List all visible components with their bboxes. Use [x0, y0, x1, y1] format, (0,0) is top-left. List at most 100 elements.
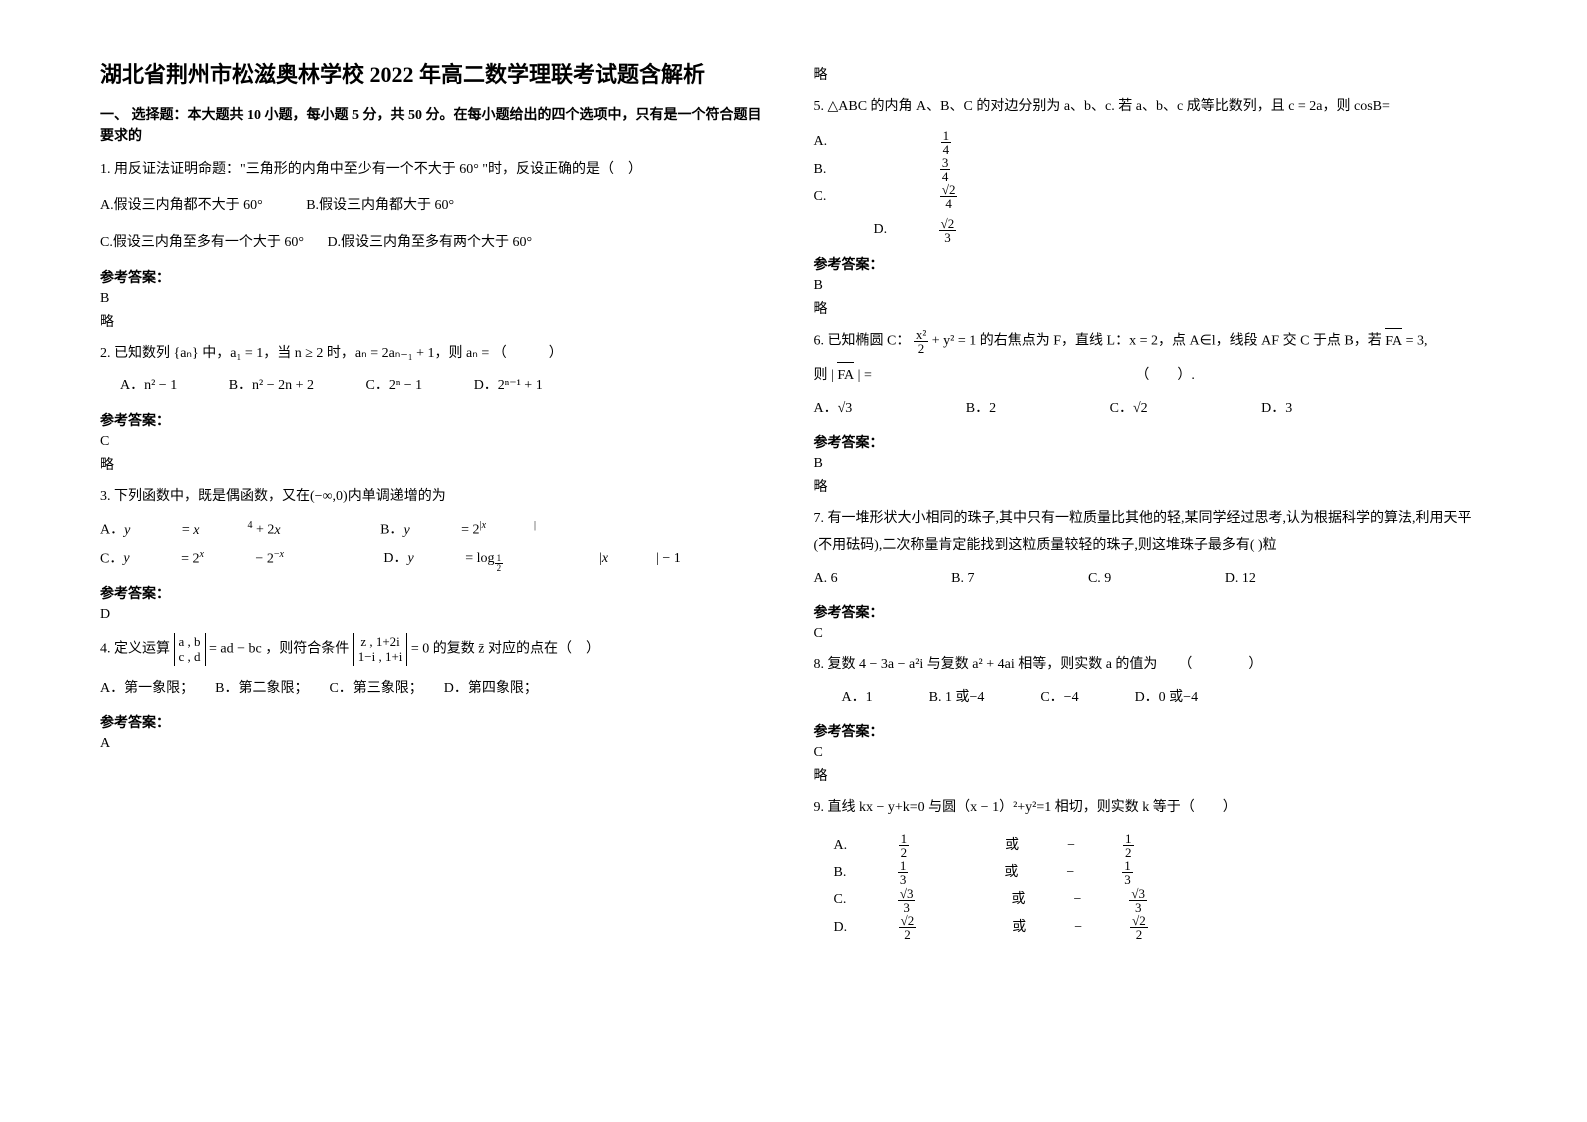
q9-c2n: √3 — [1129, 887, 1147, 901]
q5-d-num: √2 — [939, 217, 957, 231]
q9-d1n: √2 — [899, 914, 917, 928]
q4-det2-r1: z , 1+2i — [360, 634, 399, 649]
q8-answer: C — [814, 745, 1488, 761]
q7-opt-a: A. 6 — [814, 566, 838, 593]
q6-paren: （ ）. — [1135, 368, 1195, 383]
q5-c-den: 4 — [940, 197, 958, 210]
question-9: 9. 直线 kx − y+k=0 与圆（x − 1）²+y²=1 相切，则实数 … — [814, 795, 1488, 941]
q8-brief: 略 — [814, 765, 1488, 785]
q7-answer: C — [814, 626, 1488, 642]
q3-opt-a: A．y = x4 + 2x — [100, 516, 329, 544]
q3-opt-d: D．y = log12|x| − 1 — [383, 546, 680, 573]
question-1: 1. 用反证法证明命题："三角形的内角中至少有一个不大于 60° "时，反设正确… — [100, 157, 774, 257]
q6-opts: A．√3 B．2 C．√2 D．3 — [814, 396, 1488, 423]
q1-answer: B — [100, 291, 774, 307]
question-4: 4. 定义运算 a , b c , d = ad − bc ，则符合条件 z ,… — [100, 633, 774, 702]
q5-opt-b: B. 34 — [814, 156, 1171, 183]
q5-opts-row1: A. 14 B. 34 C. √24 — [814, 129, 1488, 211]
q4-mid3: = 0 — [411, 642, 429, 657]
q9-b1d: 3 — [898, 873, 909, 886]
q8-opts: A．1 B. 1 或−4 C．−4 D．0 或−4 — [814, 685, 1488, 712]
q5-a-num: 1 — [941, 129, 952, 143]
q4-det1-r1: a , b — [179, 634, 201, 649]
q2-brief: 略 — [100, 454, 774, 474]
q5-a-label: A. — [814, 129, 828, 156]
q7-stem: 7. 有一堆形状大小相同的珠子,其中只有一粒质量比其他的轻,某同学经过思考,认为… — [814, 506, 1488, 559]
q9-c-or: 或 — [1011, 887, 1025, 914]
q6-then: 则 | — [814, 368, 834, 383]
q4-opts: A．第一象限； B．第二象限； C．第三象限； D．第四象限； — [100, 676, 774, 703]
q9-opt-b: B. 13或−13 — [834, 859, 1229, 886]
q6-brief: 略 — [814, 476, 1488, 496]
left-column: 湖北省荆州市松滋奥林学校 2022 年高二数学理联考试题含解析 一、 选择题：本… — [80, 60, 794, 1062]
q9-b2n: 1 — [1122, 859, 1133, 873]
q9-c1n: √3 — [898, 887, 916, 901]
right-column: 略 5. △ABC 的内角 A、B、C 的对边分别为 a、b、c. 若 a、b、… — [794, 60, 1508, 1062]
q6-mid2: 的右焦点为 F，直线 L：x = 2，点 A∈l，线段 AF 交 C 于点 B，… — [980, 334, 1382, 349]
q5-stem: 5. △ABC 的内角 A、B、C 的对边分别为 a、b、c. 若 a、b、c … — [814, 94, 1488, 121]
q9-a2n: 1 — [1123, 832, 1134, 846]
q1-opt-b: B.假设三内角都大于 60° — [306, 198, 454, 213]
exam-title: 湖北省荆州市松滋奥林学校 2022 年高二数学理联考试题含解析 — [100, 60, 774, 91]
question-5: 5. △ABC 的内角 A、B、C 的对边分别为 a、b、c. 若 a、b、c … — [814, 94, 1488, 244]
q1-stem: 1. 用反证法证明命题："三角形的内角中至少有一个不大于 60° "时，反设正确… — [100, 157, 774, 184]
q6-pre: 6. 已知椭圆 C： — [814, 334, 911, 349]
q9-b-or: 或 — [1004, 860, 1018, 887]
q9-b-neg: − — [1066, 860, 1074, 887]
q9-b1n: 1 — [898, 859, 909, 873]
q7-answer-label: 参考答案： — [814, 602, 1488, 622]
q6-mid1: + y² = 1 — [932, 334, 977, 349]
q6-opt-a: A．√3 — [814, 396, 853, 423]
q7-opt-b: B. 7 — [951, 566, 974, 593]
q9-d-or: 或 — [1012, 915, 1026, 942]
q6-mid3: = 3, — [1406, 334, 1428, 349]
q2-opts: A．n² − 1 B．n² − 2n + 2 C．2ⁿ − 1 D．2ⁿ⁻¹ +… — [120, 373, 774, 400]
q4-mid1: = ad − bc — [209, 642, 262, 657]
q6-opt-b: B．2 — [966, 396, 996, 423]
q2-answer-label: 参考答案： — [100, 410, 774, 430]
q8-answer-label: 参考答案： — [814, 721, 1488, 741]
q4-pre: 4. 定义运算 — [100, 642, 170, 657]
q9-d-neg: − — [1074, 915, 1082, 942]
q9-c-neg: − — [1073, 887, 1081, 914]
q4-answer: A — [100, 736, 774, 752]
q9-a2d: 2 — [1123, 846, 1134, 859]
question-8: 8. 复数 4 − 3a − a²i 与复数 a² + 4ai 相等，则实数 a… — [814, 652, 1488, 711]
q7-opt-c: C. 9 — [1088, 566, 1111, 593]
q9-d1d: 2 — [899, 928, 917, 941]
q9-b-label: B. — [834, 860, 847, 887]
q1-opt-a: A.假设三内角都不大于 60° — [100, 198, 263, 213]
q5-d-label: D. — [874, 217, 888, 244]
q3-opt-c: C．y = 2x − 2−x — [100, 545, 332, 573]
q4-det1: a , b c , d — [174, 633, 206, 666]
q1-row1: A.假设三内角都不大于 60° B.假设三内角都大于 60° — [100, 193, 774, 220]
q5-brief: 略 — [814, 298, 1488, 318]
q9-a1n: 1 — [899, 832, 910, 846]
q4-brief: 略 — [814, 64, 1488, 84]
question-7: 7. 有一堆形状大小相同的珠子,其中只有一粒质量比其他的轻,某同学经过思考,认为… — [814, 506, 1488, 592]
q6-answer: B — [814, 456, 1488, 472]
q9-a-neg: − — [1067, 833, 1075, 860]
q3-stem: 3. 下列函数中，既是偶函数，又在(−∞,0)内单调递增的为 — [100, 484, 774, 511]
q9-c1d: 3 — [898, 901, 916, 914]
q4-answer-label: 参考答案： — [100, 712, 774, 732]
q5-b-num: 3 — [940, 156, 951, 170]
question-3: 3. 下列函数中，既是偶函数，又在(−∞,0)内单调递增的为 A．y = x4 … — [100, 484, 774, 574]
q5-answer: B — [814, 278, 1488, 294]
q9-c2d: 3 — [1129, 901, 1147, 914]
q2-stem: 2. 已知数列 {aₙ} 中，a₁ = 1，当 n ≥ 2 时，aₙ = 2aₙ… — [100, 341, 774, 368]
q6-answer-label: 参考答案： — [814, 432, 1488, 452]
q9-opts: A. 12或−12 B. 13或−13 C. √33或−√33 D. √22或−… — [834, 832, 1488, 941]
q6-opt-c: C．√2 — [1110, 396, 1148, 423]
q6-fa-vec: FA — [1385, 329, 1402, 356]
q5-c-label: C. — [814, 184, 827, 211]
q5-opt-a: A. 14 — [814, 129, 1172, 156]
q3-answer-label: 参考答案： — [100, 583, 774, 603]
q5-c-num: √2 — [940, 183, 958, 197]
q1-row2: C.假设三内角至多有一个大于 60° D.假设三内角至多有两个大于 60° — [100, 230, 774, 257]
q9-opt-a: A. 12或−12 — [834, 832, 1230, 859]
q9-stem: 9. 直线 kx − y+k=0 与圆（x − 1）²+y²=1 相切，则实数 … — [814, 795, 1488, 822]
q1-opt-c: C.假设三内角至多有一个大于 60° — [100, 235, 304, 250]
q3-opt-b: B．y = 2|x| — [380, 516, 536, 544]
q5-d-den: 3 — [939, 231, 957, 244]
